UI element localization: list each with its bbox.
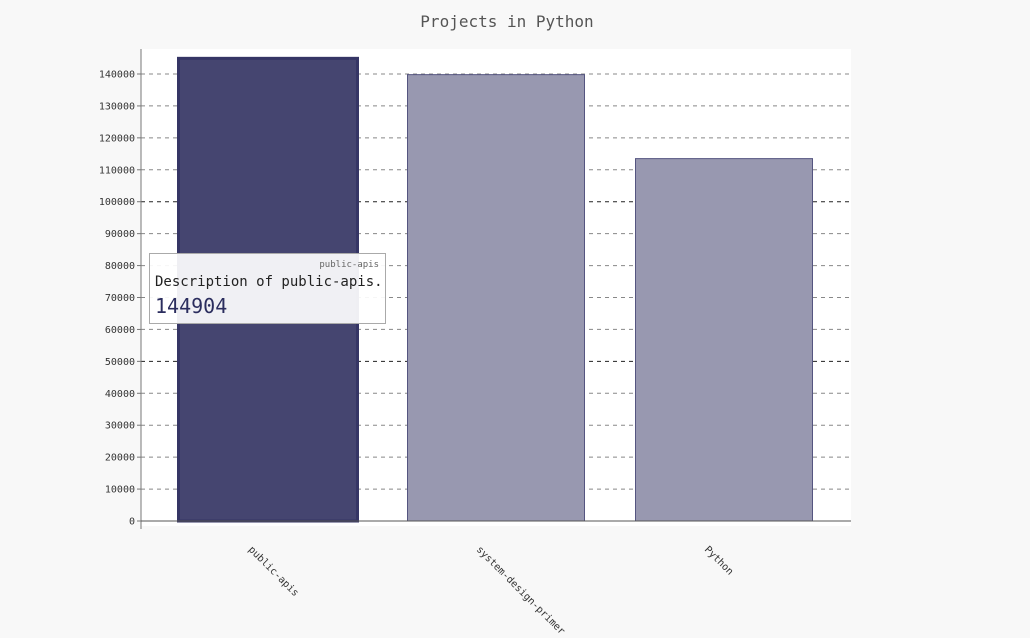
bar-Python[interactable]: [635, 158, 813, 522]
tooltip: public-apis Description of public-apis. …: [149, 253, 386, 324]
x-tick-label: Python: [702, 544, 735, 577]
y-tick-label: 100000: [99, 197, 135, 208]
y-tick-label: 20000: [105, 453, 135, 464]
y-tick-label: 120000: [99, 133, 135, 144]
bar-system-design-primer[interactable]: [407, 74, 585, 522]
y-tick-label: 30000: [105, 421, 135, 432]
y-tick-label: 0: [129, 517, 135, 528]
y-tick-label: 90000: [105, 229, 135, 240]
tooltip-description: Description of public-apis.: [155, 274, 383, 290]
y-tick-label: 10000: [105, 485, 135, 496]
y-tick-label: 80000: [105, 261, 135, 272]
y-tick-label: 70000: [105, 293, 135, 304]
x-tick-label: public-apis: [246, 544, 301, 599]
y-tick-label: 60000: [105, 325, 135, 336]
x-tick-labels: public-apis system-design-primer Python: [246, 544, 735, 637]
y-tick-label: 40000: [105, 389, 135, 400]
x-tick-label: system-design-primer: [474, 544, 567, 637]
y-tick-labels: 0 10000 20000 30000 40000 50000 60000 70000 8000…: [99, 70, 141, 528]
y-tick-label: 140000: [99, 70, 135, 81]
y-tick-label: 110000: [99, 165, 135, 176]
tooltip-series-label: public-apis: [319, 260, 379, 270]
y-tick-label: 130000: [99, 101, 135, 112]
tooltip-value: 144904: [155, 294, 228, 318]
y-tick-label: 50000: [105, 357, 135, 368]
chart-title: Projects in Python: [420, 12, 593, 31]
